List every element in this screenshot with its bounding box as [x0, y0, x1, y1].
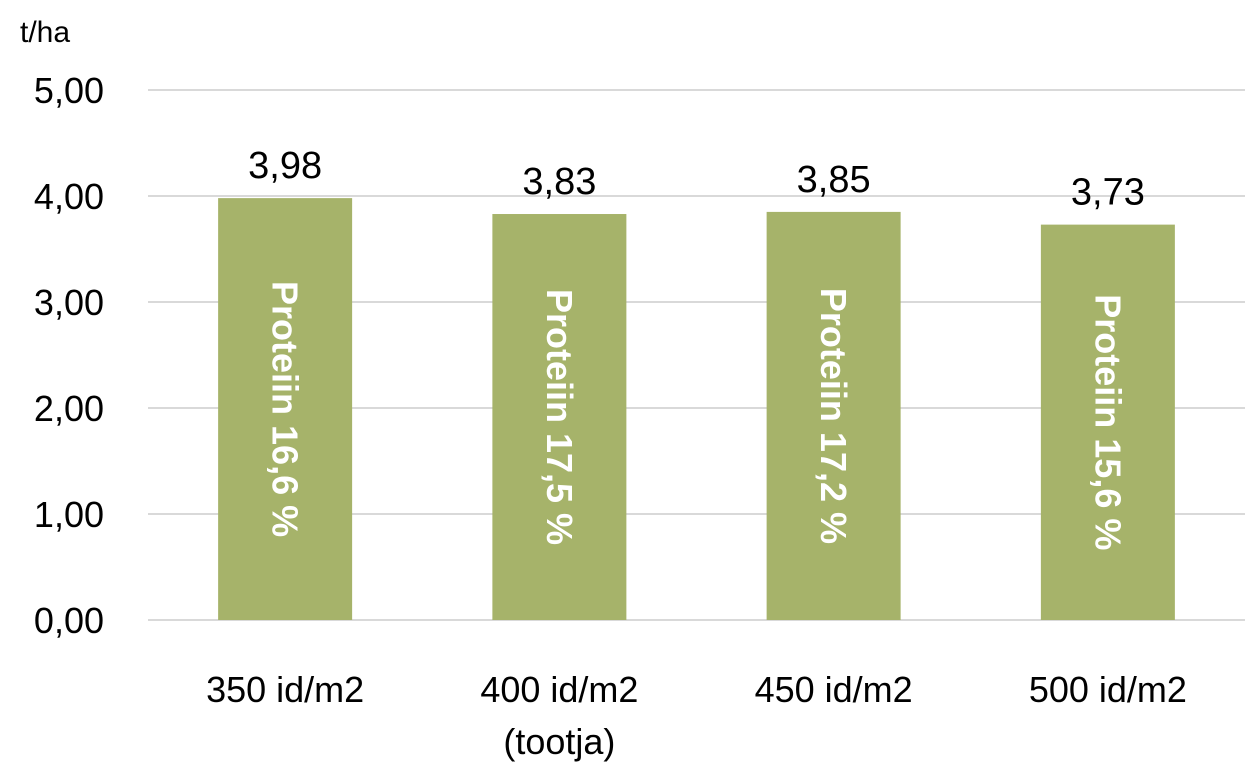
data-label: 3,98 [248, 145, 322, 187]
y-axis-tick-labels: 0,00 1,00 2,00 3,00 4,00 5,00 [34, 70, 104, 641]
y-tick-label: 1,00 [34, 494, 104, 535]
x-category-label: 500 id/m2 [1029, 669, 1187, 710]
y-tick-label: 5,00 [34, 70, 104, 111]
y-tick-label: 2,00 [34, 388, 104, 429]
bar-label: Proteiin 15,6 % [1087, 294, 1128, 550]
x-category-label: 450 id/m2 [755, 669, 913, 710]
x-category-label: 350 id/m2 [206, 669, 364, 710]
bar-label: Proteiin 16,6 % [265, 281, 306, 537]
bars [218, 198, 1175, 620]
x-axis-category-labels: 350 id/m2 400 id/m2 (tootja) 450 id/m2 500 i… [206, 669, 1187, 762]
in-bar-labels: Proteiin 16,6 % Proteiin 17,5 % Proteiin 1… [265, 281, 1129, 550]
bar-label: Proteiin 17,5 % [539, 289, 580, 545]
bar-label: Proteiin 17,2 % [813, 288, 854, 544]
x-category-label: 400 id/m2 [480, 669, 638, 710]
data-label: 3,73 [1071, 172, 1145, 214]
data-label: 3,83 [522, 161, 596, 203]
y-tick-label: 4,00 [34, 176, 104, 217]
y-tick-label: 3,00 [34, 282, 104, 323]
data-labels: 3,98 3,83 3,85 3,73 [248, 145, 1145, 214]
y-axis-unit: t/ha [20, 16, 70, 49]
x-category-label: (tootja) [503, 721, 615, 762]
y-tick-label: 0,00 [34, 600, 104, 641]
data-label: 3,85 [797, 159, 871, 201]
